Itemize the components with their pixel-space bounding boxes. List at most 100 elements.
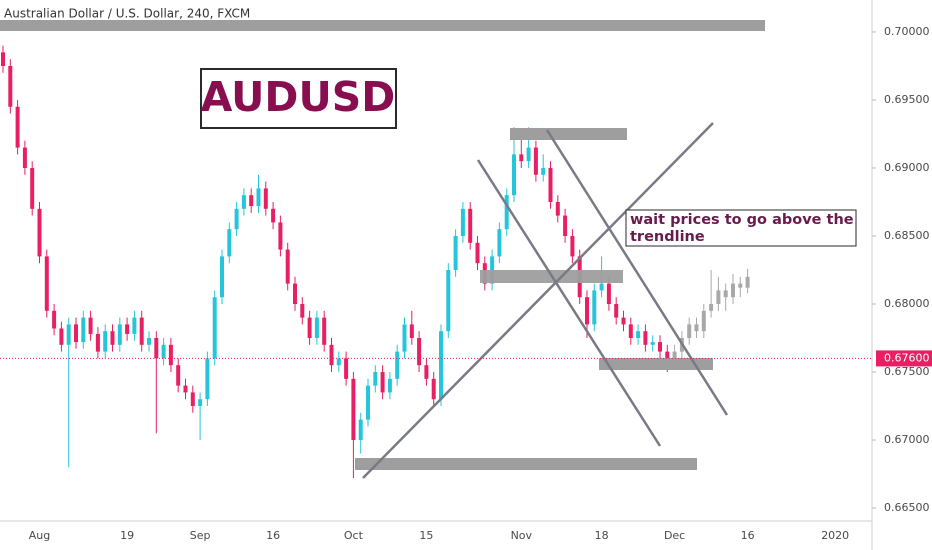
candle-body: [621, 317, 626, 325]
trendline: [545, 129, 729, 416]
x-tick-label: Dec: [664, 529, 685, 542]
candle-body: [52, 310, 57, 329]
candle-body: [672, 351, 677, 359]
candle-body: [387, 378, 392, 393]
candle-body: [271, 208, 276, 223]
candle-body: [599, 283, 604, 291]
candle-body: [460, 208, 465, 236]
last-price-label: 0.67600: [884, 351, 930, 364]
candle-body: [293, 283, 297, 305]
candle-body: [322, 317, 327, 345]
candle-body: [88, 317, 93, 334]
candle-body: [285, 249, 290, 284]
candle-body: [497, 229, 502, 257]
candle-body: [592, 290, 597, 325]
candle-body: [37, 208, 42, 257]
candle-body: [468, 208, 473, 243]
candle-body: [95, 333, 100, 352]
y-tick-label: 0.68500: [884, 229, 930, 242]
candle-body: [563, 215, 568, 236]
candle-body: [628, 324, 633, 339]
y-tick-label: 0.67000: [884, 433, 930, 446]
x-tick-label: Oct: [344, 529, 364, 542]
candle-body: [307, 317, 312, 339]
x-tick-label: Nov: [511, 529, 533, 542]
candle-body: [701, 310, 706, 332]
x-tick-label: Sep: [190, 529, 211, 542]
candle-body: [512, 154, 516, 196]
candle-body: [490, 256, 495, 284]
candle-body: [168, 344, 173, 366]
candle-body: [366, 385, 370, 420]
candle-body: [665, 351, 670, 359]
candle-body: [409, 324, 414, 339]
candle-body: [125, 324, 130, 334]
candle-body: [132, 317, 137, 334]
candle-body: [44, 256, 49, 311]
candle-body: [8, 65, 13, 107]
candle-body: [541, 167, 546, 175]
candle-body: [336, 358, 341, 366]
candle-body: [176, 365, 181, 386]
candle-body: [533, 147, 538, 175]
candle-body: [716, 290, 721, 305]
candle-body: [395, 351, 400, 379]
candle-body: [358, 419, 363, 441]
candle-body: [439, 331, 443, 400]
y-tick-label: 0.67500: [884, 365, 930, 378]
candle-body: [81, 317, 86, 343]
drawings: AUDUSD wait prices to go above the trend…: [0, 20, 857, 479]
y-tick-label: 0.70000: [884, 25, 930, 38]
candle-body: [446, 269, 451, 332]
candle-body: [424, 365, 429, 379]
candle-body: [606, 283, 611, 305]
candle-body: [15, 106, 20, 148]
candle-body: [183, 385, 188, 393]
candle-body: [30, 167, 35, 209]
x-tick-label: 15: [419, 529, 433, 542]
candle-body: [139, 317, 144, 345]
candle-body: [117, 324, 122, 345]
candle-body: [249, 195, 254, 207]
candle-body: [351, 378, 356, 441]
candle-body: [643, 331, 648, 345]
y-tick-label: 0.69500: [884, 93, 930, 106]
candle-body: [519, 154, 524, 162]
candle-body: [658, 342, 662, 352]
trendline: [476, 159, 662, 447]
candle-body: [212, 297, 217, 359]
last-price-tag: [876, 350, 932, 367]
candle-body: [103, 331, 108, 352]
candle-body: [154, 338, 159, 359]
candle-body: [256, 188, 261, 207]
candle-body: [110, 331, 115, 345]
y-tick-label: 0.69000: [884, 161, 930, 174]
symbol-text: AUDUSD: [201, 73, 396, 121]
candle-body: [570, 235, 575, 257]
candle-body: [147, 338, 151, 345]
candle-body: [220, 256, 224, 298]
candle-body: [373, 372, 378, 386]
candle-body: [504, 195, 509, 230]
x-tick-label: 19: [120, 529, 134, 542]
symbol-box: [200, 68, 397, 129]
candle-body: [402, 324, 407, 352]
x-tick-label: 16: [266, 529, 280, 542]
candle-body: [74, 324, 78, 343]
candle-body: [66, 324, 71, 345]
zone-bar: [0, 20, 765, 31]
candle-body: [300, 304, 305, 318]
x-tick-label: 2020: [821, 529, 849, 542]
zone-bar: [510, 128, 627, 140]
candle-body: [475, 242, 480, 264]
candle-body: [650, 342, 655, 345]
chart-title: Australian Dollar / U.S. Dollar, 240, FX…: [4, 7, 250, 21]
candle-body: [453, 235, 458, 270]
candle-body: [190, 392, 195, 407]
zone-bar: [599, 358, 713, 370]
candle-body: [614, 304, 619, 318]
candle-body: [227, 229, 232, 257]
candle-body: [380, 372, 385, 393]
candle-body: [548, 167, 553, 202]
